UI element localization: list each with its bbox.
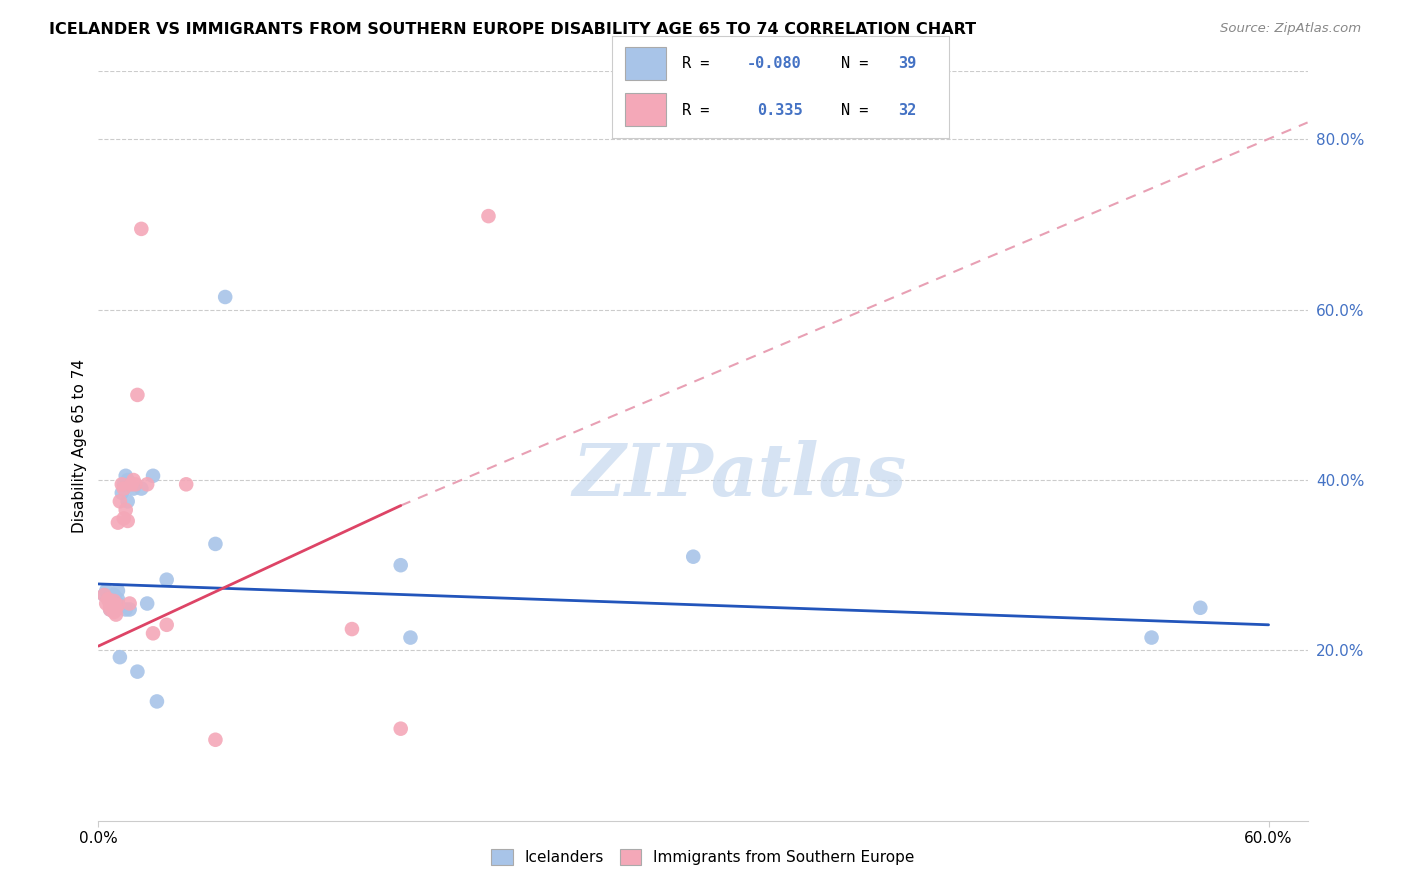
- Point: [399, 631, 422, 645]
- Point: [114, 468, 136, 483]
- Point: [112, 511, 135, 525]
- Point: [93, 588, 115, 602]
- Point: [142, 626, 165, 640]
- Point: [108, 650, 131, 665]
- Point: [101, 599, 124, 613]
- Point: [108, 494, 131, 508]
- Point: [107, 597, 129, 611]
- Point: [104, 607, 127, 622]
- Point: [122, 482, 145, 496]
- Point: [174, 477, 197, 491]
- Point: [1189, 600, 1212, 615]
- Text: N =: N =: [841, 56, 877, 70]
- Point: [146, 694, 169, 708]
- Point: [127, 665, 149, 679]
- Point: [156, 573, 179, 587]
- Point: [111, 485, 134, 500]
- Point: [98, 602, 121, 616]
- Point: [124, 477, 146, 491]
- Y-axis label: Disability Age 65 to 74: Disability Age 65 to 74: [72, 359, 87, 533]
- Point: [97, 592, 120, 607]
- Bar: [626, 93, 665, 126]
- Point: [112, 477, 135, 491]
- Point: [96, 583, 118, 598]
- Point: [117, 494, 139, 508]
- Point: [93, 588, 115, 602]
- Point: [103, 594, 125, 608]
- Legend: Icelanders, Immigrants from Southern Europe: Icelanders, Immigrants from Southern Eur…: [491, 849, 915, 865]
- Point: [121, 477, 143, 491]
- Point: [112, 482, 135, 496]
- Point: [682, 549, 704, 564]
- Text: -0.080: -0.080: [747, 56, 801, 70]
- Text: ZIPatlas: ZIPatlas: [572, 441, 907, 511]
- Point: [107, 592, 129, 607]
- Point: [156, 617, 179, 632]
- Point: [117, 514, 139, 528]
- Point: [104, 599, 127, 613]
- Point: [122, 473, 145, 487]
- Point: [204, 537, 226, 551]
- Point: [97, 592, 120, 607]
- Point: [107, 516, 129, 530]
- Point: [101, 597, 124, 611]
- Point: [477, 209, 499, 223]
- Text: R =: R =: [682, 103, 728, 118]
- Text: 39: 39: [898, 56, 917, 70]
- Point: [107, 583, 129, 598]
- Point: [114, 503, 136, 517]
- Point: [118, 602, 141, 616]
- Text: 32: 32: [898, 103, 917, 118]
- Point: [389, 722, 412, 736]
- Bar: [626, 47, 665, 79]
- Point: [98, 597, 121, 611]
- Point: [103, 605, 125, 619]
- Text: 0.335: 0.335: [756, 103, 803, 118]
- Point: [340, 622, 363, 636]
- Point: [214, 290, 236, 304]
- Point: [131, 222, 153, 236]
- Point: [98, 602, 121, 616]
- Point: [142, 468, 165, 483]
- Point: [204, 732, 226, 747]
- Point: [101, 602, 124, 616]
- Point: [98, 599, 121, 613]
- Point: [103, 592, 125, 607]
- Point: [107, 600, 129, 615]
- Point: [118, 597, 141, 611]
- Point: [117, 473, 139, 487]
- Point: [127, 388, 149, 402]
- Point: [111, 477, 134, 491]
- Point: [107, 599, 129, 613]
- Point: [103, 600, 125, 615]
- Point: [104, 602, 127, 616]
- Point: [136, 597, 159, 611]
- Point: [96, 597, 118, 611]
- Point: [114, 602, 136, 616]
- Point: [136, 477, 159, 491]
- Text: Source: ZipAtlas.com: Source: ZipAtlas.com: [1220, 22, 1361, 36]
- Point: [104, 600, 127, 615]
- Text: ICELANDER VS IMMIGRANTS FROM SOUTHERN EUROPE DISABILITY AGE 65 TO 74 CORRELATION: ICELANDER VS IMMIGRANTS FROM SOUTHERN EU…: [49, 22, 976, 37]
- Text: R =: R =: [682, 56, 718, 70]
- Point: [131, 482, 153, 496]
- Point: [389, 558, 412, 573]
- Text: N =: N =: [841, 103, 877, 118]
- Point: [103, 588, 125, 602]
- Point: [101, 595, 124, 609]
- Point: [1140, 631, 1163, 645]
